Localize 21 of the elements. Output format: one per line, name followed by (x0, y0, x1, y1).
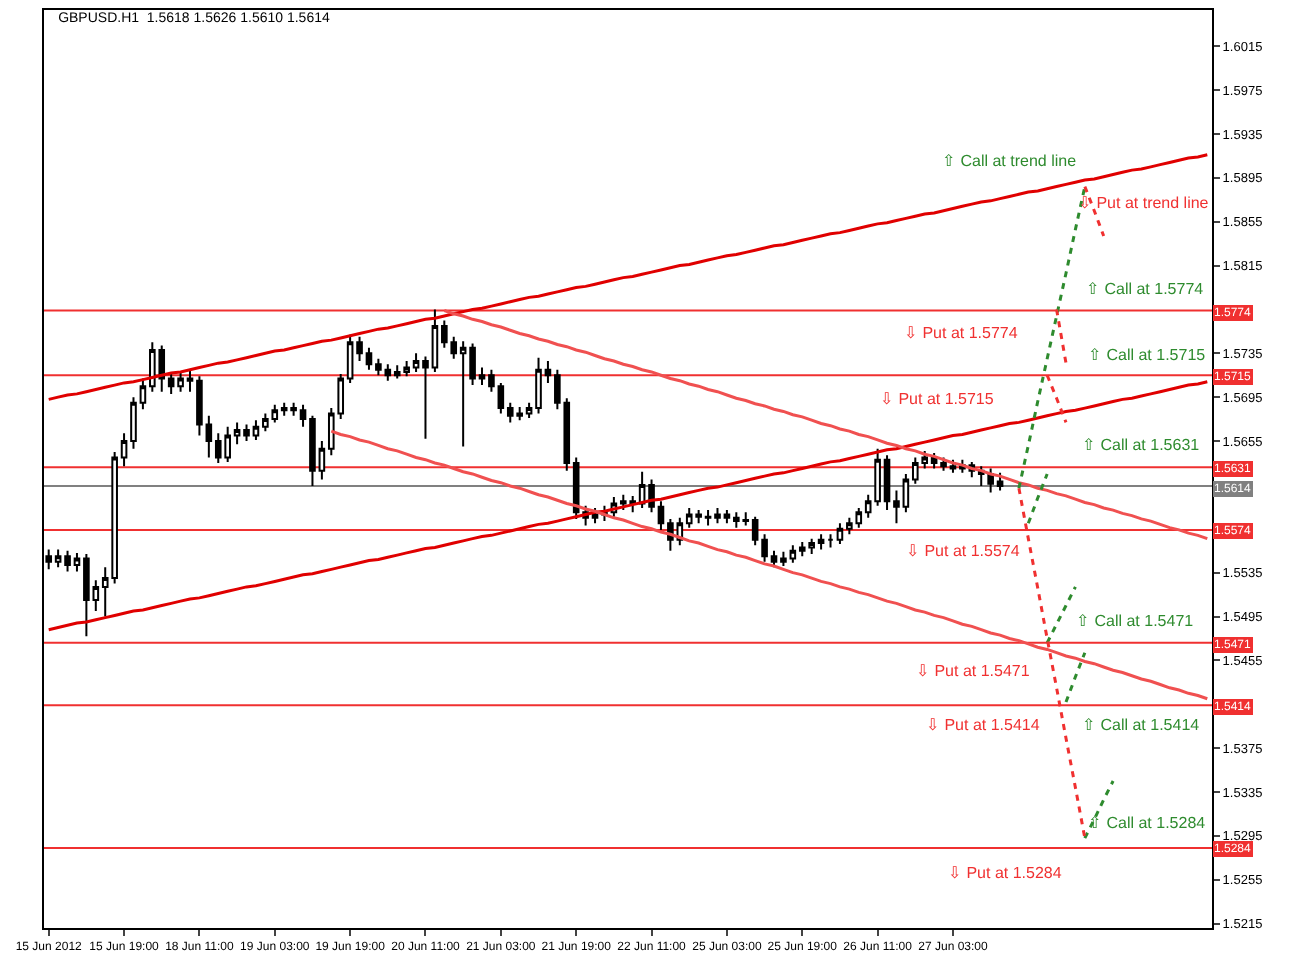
annotation: ⇩ Put at 1.5774 (904, 324, 1019, 342)
annotation: ⇧ Call at trend line (942, 152, 1078, 170)
candlestick (827, 533, 834, 549)
line-series (442, 309, 1209, 541)
line-series (1045, 585, 1077, 645)
annotation: ⇩ Put at 1.5715 (880, 390, 995, 408)
line-series (329, 429, 1209, 701)
annotation: ⇧ Call at 1.5284 (1088, 814, 1207, 832)
line-series (47, 380, 1209, 632)
annotation: ⇧ Call at 1.5631 (1082, 436, 1201, 454)
annotation: ⇩ Put at trend line (1078, 194, 1210, 212)
annotation: ⇩ Put at 1.5574 (906, 542, 1021, 560)
line-series (1017, 185, 1087, 490)
annotation: ⇧ Call at 1.5471 (1076, 612, 1195, 630)
annotation: ⇧ Call at 1.5774 (1086, 280, 1205, 298)
annotation: ⇩ Put at 1.5471 (916, 662, 1031, 680)
annotation: ⇩ Put at 1.5284 (948, 864, 1063, 882)
annotation: ⇧ Call at 1.5715 (1088, 346, 1207, 364)
annotation: ⇩ Put at 1.5414 (926, 716, 1041, 734)
annotation: ⇧ Call at 1.5414 (1082, 716, 1201, 734)
line-series (47, 153, 1209, 401)
